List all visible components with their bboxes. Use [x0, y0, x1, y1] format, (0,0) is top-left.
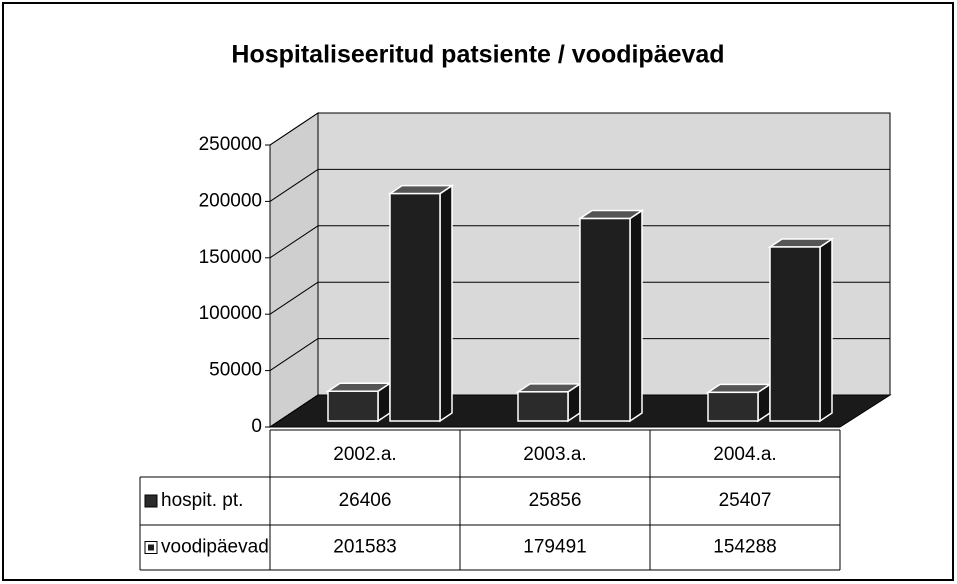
bar [517, 391, 569, 422]
bar-top [705, 383, 773, 394]
grid-line [269, 168, 319, 202]
table-value: 201583 [333, 537, 396, 558]
y-tick-label: 250000 [199, 134, 262, 155]
legend-key [144, 494, 158, 508]
bar [579, 217, 631, 422]
table-value: 179491 [523, 537, 586, 558]
grid-line [269, 338, 319, 372]
bar [707, 391, 759, 422]
grid-line [269, 225, 319, 259]
table-value: 154288 [713, 537, 776, 558]
y-tick-label: 150000 [199, 247, 262, 268]
data-table: 2002.a. 26406 201583 2003.a. 25856 179491 2004… [139, 429, 841, 571]
bar-side [439, 184, 453, 423]
bar-top [387, 184, 455, 195]
table-value: 25407 [719, 490, 772, 511]
grid-line [269, 112, 319, 146]
x-tick-label: 2002.a. [333, 444, 396, 465]
bar-top [577, 209, 645, 220]
legend-label: voodipäevad [161, 537, 269, 558]
side-wall [269, 112, 319, 428]
plot [269, 112, 890, 428]
bar-side [629, 209, 643, 423]
legend-label: hospit. pt. [161, 490, 243, 511]
x-tick-label: 2003.a. [523, 444, 586, 465]
legend-key-inner [148, 544, 154, 551]
grid-line [269, 281, 319, 315]
table-value: 25856 [529, 490, 582, 511]
x-tick-label: 2004.a. [713, 444, 776, 465]
bar-top [325, 382, 393, 392]
bar [327, 390, 379, 422]
bar [769, 246, 821, 422]
bar-top [515, 383, 583, 393]
y-tick-label: 50000 [209, 360, 262, 381]
y-tick-label: 100000 [199, 303, 262, 324]
y-tick-label: 200000 [199, 190, 262, 211]
chart-title: Hospitaliseeritud patsiente / voodipäeva… [231, 41, 724, 69]
bar-top [767, 238, 835, 248]
bar [389, 192, 441, 422]
y-tick-label: 0 [251, 416, 262, 437]
table-value: 26406 [339, 490, 392, 511]
bar-side [819, 237, 833, 423]
grid-line [269, 394, 319, 428]
